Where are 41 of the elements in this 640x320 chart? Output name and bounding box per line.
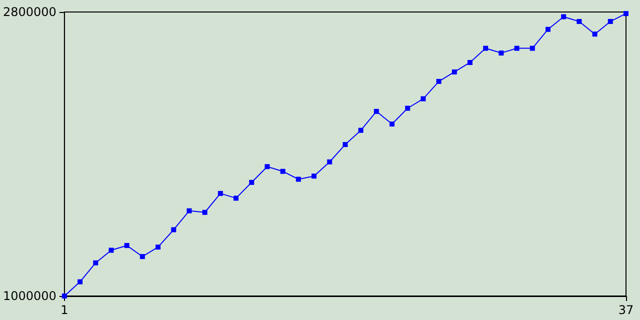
- point: [436, 78, 442, 84]
- point: [592, 32, 598, 37]
- point: [358, 128, 364, 133]
- y-tick-label: 2800000: [2, 5, 56, 19]
- point: [296, 176, 301, 182]
- point: [530, 46, 535, 51]
- point: [312, 174, 317, 179]
- point: [624, 11, 628, 16]
- point: [234, 196, 239, 201]
- point: [78, 279, 83, 284]
- point: [93, 260, 98, 266]
- point: [140, 254, 145, 260]
- x-tick-label: 37: [618, 303, 634, 317]
- point: [514, 46, 520, 51]
- point: [342, 142, 348, 148]
- point: [576, 18, 582, 24]
- point: [483, 46, 488, 51]
- point: [280, 168, 286, 174]
- point: [498, 50, 504, 56]
- point: [249, 180, 254, 185]
- point: [218, 190, 223, 196]
- point: [374, 108, 379, 114]
- point: [156, 244, 161, 250]
- point: [452, 69, 457, 74]
- point: [62, 294, 67, 298]
- point: [327, 159, 332, 164]
- point: [390, 122, 395, 127]
- x-tick-label: 1: [60, 303, 68, 317]
- point: [561, 14, 566, 20]
- point: [202, 210, 208, 215]
- point: [108, 248, 114, 253]
- point: [546, 26, 551, 32]
- point: [608, 18, 613, 24]
- point: [264, 164, 270, 170]
- point: [420, 96, 426, 102]
- point: [124, 243, 130, 248]
- y-tick-label: 1000000: [2, 289, 56, 303]
- point: [171, 227, 176, 232]
- point: [186, 208, 192, 214]
- point: [468, 60, 473, 65]
- point: [405, 106, 410, 111]
